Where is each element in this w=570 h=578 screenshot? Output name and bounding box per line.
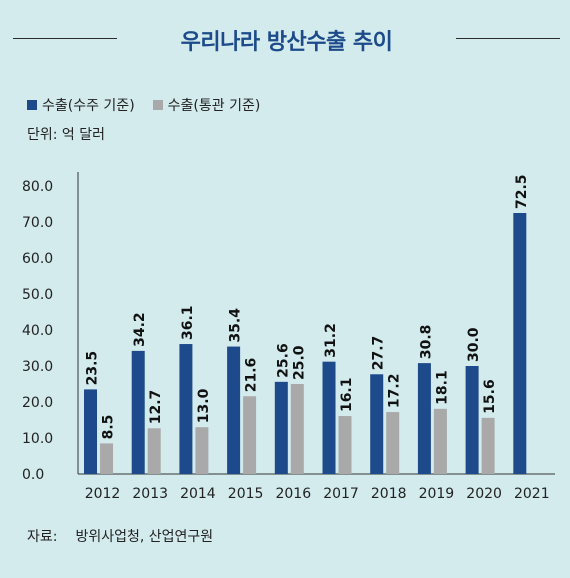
- legend-swatch-series2: [152, 100, 163, 110]
- bar-series1: [227, 346, 241, 474]
- bar-series1: [513, 213, 527, 474]
- y-tick-label: 50.0: [22, 287, 53, 303]
- data-label-series2: 17.2: [387, 374, 403, 409]
- bar-series2: [386, 412, 400, 474]
- legend-item-series2: 수출(통관 기준): [152, 95, 261, 115]
- bar-series1: [465, 366, 479, 474]
- bar-series2: [195, 427, 209, 474]
- y-tick-label: 40.0: [22, 323, 53, 339]
- bar-series2: [338, 416, 352, 474]
- x-tick-label: 2021: [514, 486, 550, 502]
- x-tick-label: 2020: [466, 486, 502, 502]
- bar-series1: [179, 344, 193, 474]
- data-label-series2: 25.0: [291, 345, 307, 380]
- bar-series2: [433, 408, 447, 474]
- data-label-series1: 23.5: [85, 351, 101, 386]
- y-tick-label: 60.0: [22, 251, 53, 267]
- title-row: 우리나라 방산수출 추이: [0, 24, 570, 60]
- x-tick-label: 2015: [228, 486, 264, 502]
- y-tick-label: 20.0: [22, 395, 53, 411]
- x-tick-label: 2012: [85, 486, 121, 502]
- data-label-series1: 30.0: [466, 327, 482, 362]
- legend-item-series1: 수출(수주 기준): [27, 95, 135, 115]
- data-label-series1: 35.4: [228, 308, 244, 343]
- data-label-series1: 30.8: [418, 325, 434, 360]
- x-tick-label: 2017: [323, 486, 359, 502]
- title-rule-left: [13, 38, 117, 39]
- title-rule-right: [456, 38, 560, 39]
- source-label: 자료:: [27, 529, 58, 545]
- bar-series1: [417, 363, 431, 474]
- data-label-series2: 18.1: [434, 370, 450, 405]
- y-tick-label: 0.0: [22, 467, 44, 483]
- data-label-series2: 21.6: [244, 358, 260, 393]
- x-tick-label: 2014: [180, 486, 216, 502]
- y-tick-label: 30.0: [22, 359, 53, 375]
- chart-title: 우리나라 방산수출 추이: [180, 30, 393, 55]
- y-tick-label: 70.0: [22, 215, 53, 231]
- legend-label-series1: 수출(수주 기준): [42, 98, 135, 114]
- source-text: 방위사업청, 산업연구원: [75, 529, 214, 545]
- bar-series2: [147, 428, 161, 474]
- bar-series1: [322, 361, 336, 474]
- legend-swatch-series1: [27, 100, 37, 110]
- x-tick-label: 2018: [371, 486, 407, 502]
- x-tick-label: 2019: [419, 486, 455, 502]
- data-label-series2: 8.5: [101, 415, 117, 440]
- y-tick-label: 10.0: [22, 431, 53, 447]
- bar-series1: [84, 389, 98, 474]
- x-tick-label: 2013: [132, 486, 168, 502]
- y-tick-label: 80.0: [22, 179, 53, 195]
- bar-series2: [100, 443, 114, 474]
- data-label-series2: 15.6: [482, 379, 498, 414]
- data-label-series1: 36.1: [180, 305, 196, 340]
- data-label-series1: 34.2: [132, 312, 148, 347]
- legend: 수출(수주 기준) 수출(통관 기준): [27, 95, 278, 115]
- x-tick-label: 2016: [275, 486, 311, 502]
- data-label-series1: 25.6: [275, 343, 291, 378]
- bar-series1: [131, 350, 145, 474]
- unit-label: 단위: 억 달러: [27, 127, 106, 143]
- data-label-series2: 12.7: [148, 390, 164, 425]
- data-label-series1: 27.7: [371, 336, 387, 371]
- bar-series1: [274, 381, 288, 474]
- data-label-series2: 13.0: [196, 388, 212, 423]
- bar-series2: [243, 396, 257, 474]
- source-note: 자료: 방위사업청, 산업연구원: [27, 526, 231, 546]
- data-label-series1: 72.5: [514, 174, 530, 209]
- data-label-series1: 31.2: [323, 323, 339, 358]
- bar-series1: [370, 374, 384, 474]
- legend-label-series2: 수출(통관 기준): [167, 98, 261, 114]
- bar-series2: [481, 417, 495, 474]
- bar-series2: [290, 384, 304, 474]
- data-label-series2: 16.1: [339, 377, 355, 412]
